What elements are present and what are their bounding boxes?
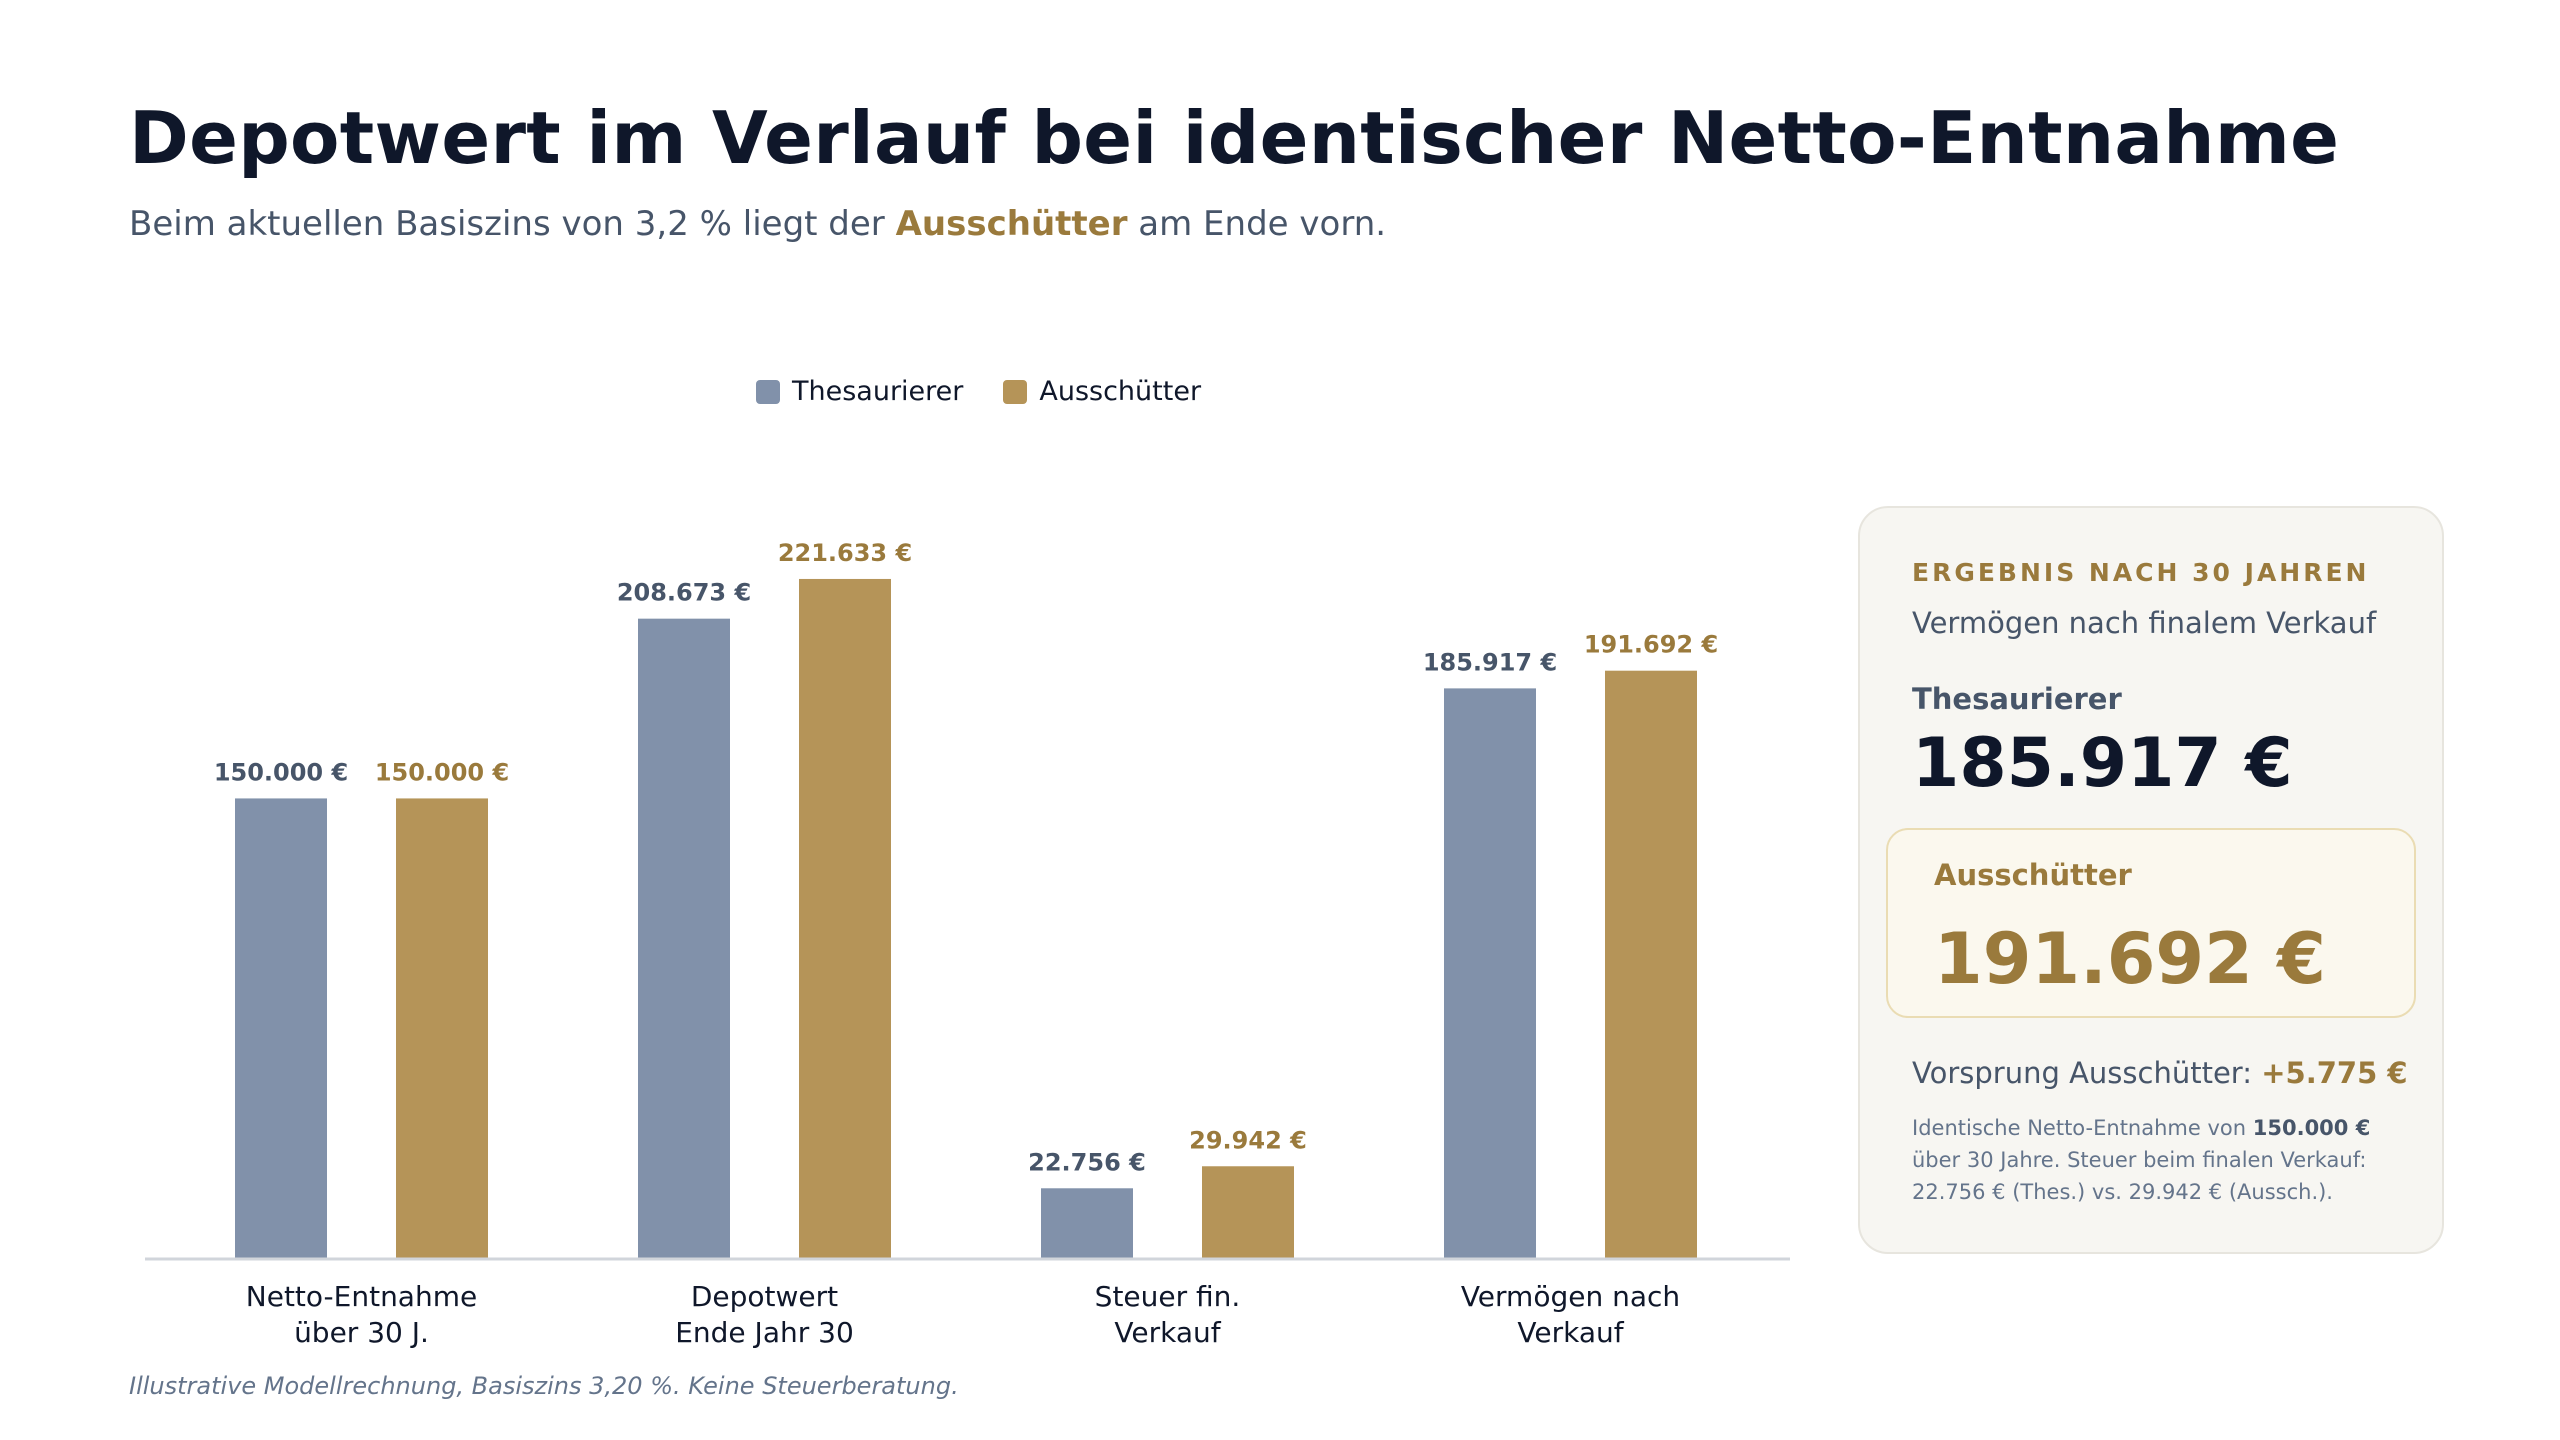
legend-item-ausschuetter[interactable]: Ausschütter — [1003, 376, 1201, 407]
chart-subtitle: Beim aktuellen Basiszins von 3,2 % liegt… — [129, 204, 1386, 244]
note-text-after: über 30 Jahre. Steuer beim finalen Verka… — [1912, 1148, 2367, 1204]
x-tick-label-0-0: Netto-Entnahme — [246, 1280, 477, 1313]
data-label-thesaurierer-2: 22.756 € — [1028, 1148, 1146, 1176]
lead-text: Vorsprung Ausschütter: — [1912, 1056, 2262, 1090]
bar-ausschuetter-1 — [799, 578, 891, 1258]
data-label-ausschuetter-2: 29.942 € — [1189, 1126, 1307, 1154]
note-bold-amount: 150.000 € — [2252, 1116, 2371, 1140]
subtitle-text-after: am Ende vorn. — [1127, 204, 1387, 244]
x-tick-label-2-1: Verkauf — [1114, 1316, 1221, 1349]
x-tick-label-3-1: Verkauf — [1517, 1316, 1624, 1349]
x-tick-label-1-0: Depotwert — [691, 1280, 838, 1313]
subtitle-text-before: Beim aktuellen Basiszins von 3,2 % liegt… — [129, 204, 896, 244]
thesaurierer-value: 185.917 € — [1912, 724, 2293, 803]
bar-ausschuetter-0 — [396, 798, 488, 1258]
data-label-thesaurierer-1: 208.673 € — [617, 579, 751, 607]
lead-summary: Vorsprung Ausschütter: +5.775 € — [1912, 1056, 2408, 1090]
legend-label-thesaurierer: Thesaurierer — [792, 376, 964, 407]
data-label-ausschuetter-1: 221.633 € — [778, 539, 912, 567]
x-tick-label-2-0: Steuer fin. — [1095, 1280, 1241, 1313]
ausschuetter-label: Ausschütter — [1934, 858, 2132, 892]
ausschuetter-highlight-card: Ausschütter 191.692 € — [1886, 828, 2416, 1018]
panel-eyebrow: ERGEBNIS NACH 30 JAHREN — [1912, 558, 2370, 587]
legend-label-ausschuetter: Ausschütter — [1039, 376, 1202, 407]
x-tick-label-0-1: über 30 J. — [294, 1316, 429, 1349]
data-label-ausschuetter-3: 191.692 € — [1584, 631, 1718, 659]
bar-thesaurierer-0 — [235, 798, 327, 1258]
ausschuetter-value: 191.692 € — [1934, 918, 2326, 1000]
data-label-ausschuetter-0: 150.000 € — [375, 758, 509, 786]
result-panel: ERGEBNIS NACH 30 JAHREN Vermögen nach fi… — [1858, 506, 2444, 1254]
x-tick-label-3-0: Vermögen nach — [1461, 1280, 1680, 1313]
data-label-thesaurierer-0: 150.000 € — [214, 758, 348, 786]
bar-thesaurierer-1 — [638, 618, 730, 1258]
note-text-before: Identische Netto-Entnahme von — [1912, 1116, 2253, 1140]
panel-note: Identische Netto-Entnahme von 150.000 € … — [1912, 1112, 2412, 1208]
bar-thesaurierer-2 — [1041, 1188, 1133, 1258]
bar-ausschuetter-2 — [1202, 1166, 1294, 1258]
legend-swatch-thesaurierer — [756, 379, 780, 404]
bar-thesaurierer-3 — [1444, 688, 1536, 1258]
panel-caption: Vermögen nach finalem Verkauf — [1912, 606, 2377, 640]
lead-value: +5.775 € — [2261, 1056, 2408, 1090]
chart-legend: Thesaurierer Ausschütter — [756, 376, 1241, 407]
legend-swatch-ausschuetter — [1003, 379, 1028, 404]
thesaurierer-label: Thesaurierer — [1912, 682, 2122, 716]
chart-title: Depotwert im Verlauf bei identischer Net… — [129, 96, 2340, 180]
footnote: Illustrative Modellrechnung, Basiszins 3… — [129, 1372, 959, 1400]
subtitle-highlight: Ausschütter — [895, 204, 1128, 244]
data-label-thesaurierer-3: 185.917 € — [1423, 648, 1557, 676]
bar-ausschuetter-3 — [1605, 670, 1697, 1258]
x-tick-label-1-1: Ende Jahr 30 — [675, 1316, 854, 1349]
legend-item-thesaurierer[interactable]: Thesaurierer — [756, 376, 963, 407]
